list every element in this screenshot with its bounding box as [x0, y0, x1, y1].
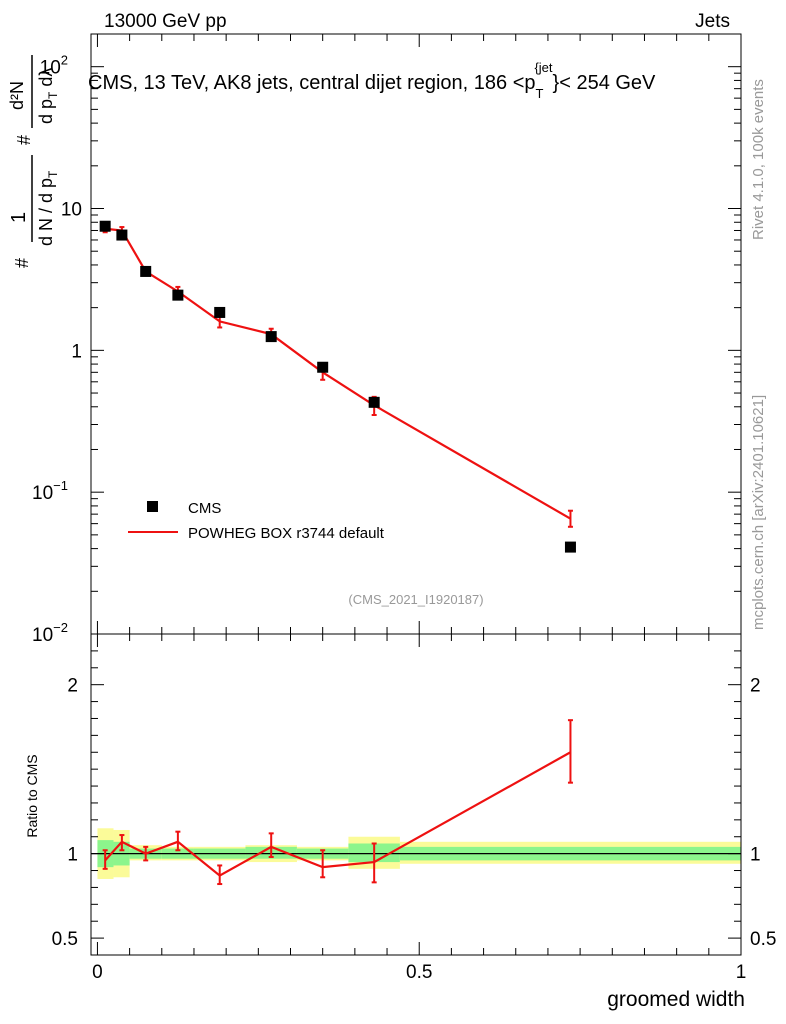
powheg-line [105, 227, 572, 520]
main-plot-frame [90, 33, 742, 635]
chart-title: CMS, 13 TeV, AK8 jets, central dijet reg… [88, 60, 656, 101]
ratio-y-tick-label-right-0: 0.5 [750, 929, 776, 950]
ratio-y-label: Ratio to CMS [24, 754, 40, 837]
main-y-tick-label-1: 10 [61, 200, 82, 221]
mcplots-credit-group: mcplots.cern.ch [arXiv:2401.10621] [750, 395, 767, 630]
ratio-y-tick-label-right-1: 1 [750, 845, 761, 866]
rivet-version-text: Rivet 4.1.0, 100k events [750, 79, 767, 240]
y-label-num-2: d²N [7, 81, 27, 110]
cms-data-point-8 [564, 541, 576, 553]
legend-cms-marker [147, 501, 158, 512]
main-y-label: # 1 d N / d pT # d²N d pT dλ [7, 55, 60, 268]
chart-title-sup: {jet [534, 60, 552, 75]
chart-marks [99, 220, 576, 886]
y-label-den-2: d pT dλ [36, 68, 60, 124]
mcplots-credit-text: mcplots.cern.ch [arXiv:2401.10621] [750, 395, 767, 630]
x-axis-label: groomed width [607, 988, 745, 1011]
rivet-version-group: Rivet 4.1.0, 100k events [750, 79, 767, 240]
ratio-y-tick-label-2: 2 [67, 676, 78, 697]
cms-data-point-6 [317, 361, 329, 373]
legend: CMS POWHEG BOX r3744 default [128, 500, 385, 542]
header-right: Jets [695, 11, 730, 32]
analysis-id-watermark: (CMS_2021_I1920187) [348, 592, 483, 607]
header-left: 13000 GeV pp [104, 11, 227, 32]
main-y-tick-label-0: 102 [40, 53, 68, 79]
ratio-y-tick-label-right-2: 2 [750, 676, 761, 697]
plot-frames [90, 33, 742, 956]
legend-powheg-label: POWHEG BOX r3744 default [188, 525, 385, 542]
x-tick-label-0: 0 [92, 962, 103, 983]
chart-title-main: CMS, 13 TeV, AK8 jets, central dijet reg… [88, 72, 536, 94]
ratio-y-tick-label-1: 1 [67, 845, 78, 866]
cms-data-point-2 [140, 265, 152, 277]
y-label-den-1: d N / d pT [36, 170, 60, 246]
chart-title-sub: T [536, 86, 544, 101]
legend-cms-label: CMS [188, 500, 221, 517]
y-label-hash-2: # [14, 135, 34, 145]
ratio-y-label-group: Ratio to CMS [24, 754, 40, 837]
main-y-tick-label-4: 10−2 [32, 620, 68, 646]
main-y-tick-label-3: 10−1 [32, 478, 68, 504]
main-y-tick-label-2: 1 [71, 341, 82, 362]
cms-data-point-4 [214, 306, 226, 318]
cms-data-point-1 [116, 229, 128, 241]
x-tick-label-1: 0.5 [406, 962, 432, 983]
cms-data-point-7 [368, 396, 380, 408]
ratio-plot-frame [90, 633, 742, 956]
x-tick-label-2: 1 [736, 962, 747, 983]
cms-data-point-3 [172, 289, 184, 301]
y-label-num-1: 1 [8, 212, 30, 223]
cms-data-point-5 [265, 331, 277, 343]
y-label-hash-1: # [12, 258, 32, 268]
chart-title-tail: }< 254 GeV [553, 72, 657, 94]
cms-data-point-0 [99, 220, 111, 232]
ratio-y-tick-label-0: 0.5 [52, 929, 78, 950]
